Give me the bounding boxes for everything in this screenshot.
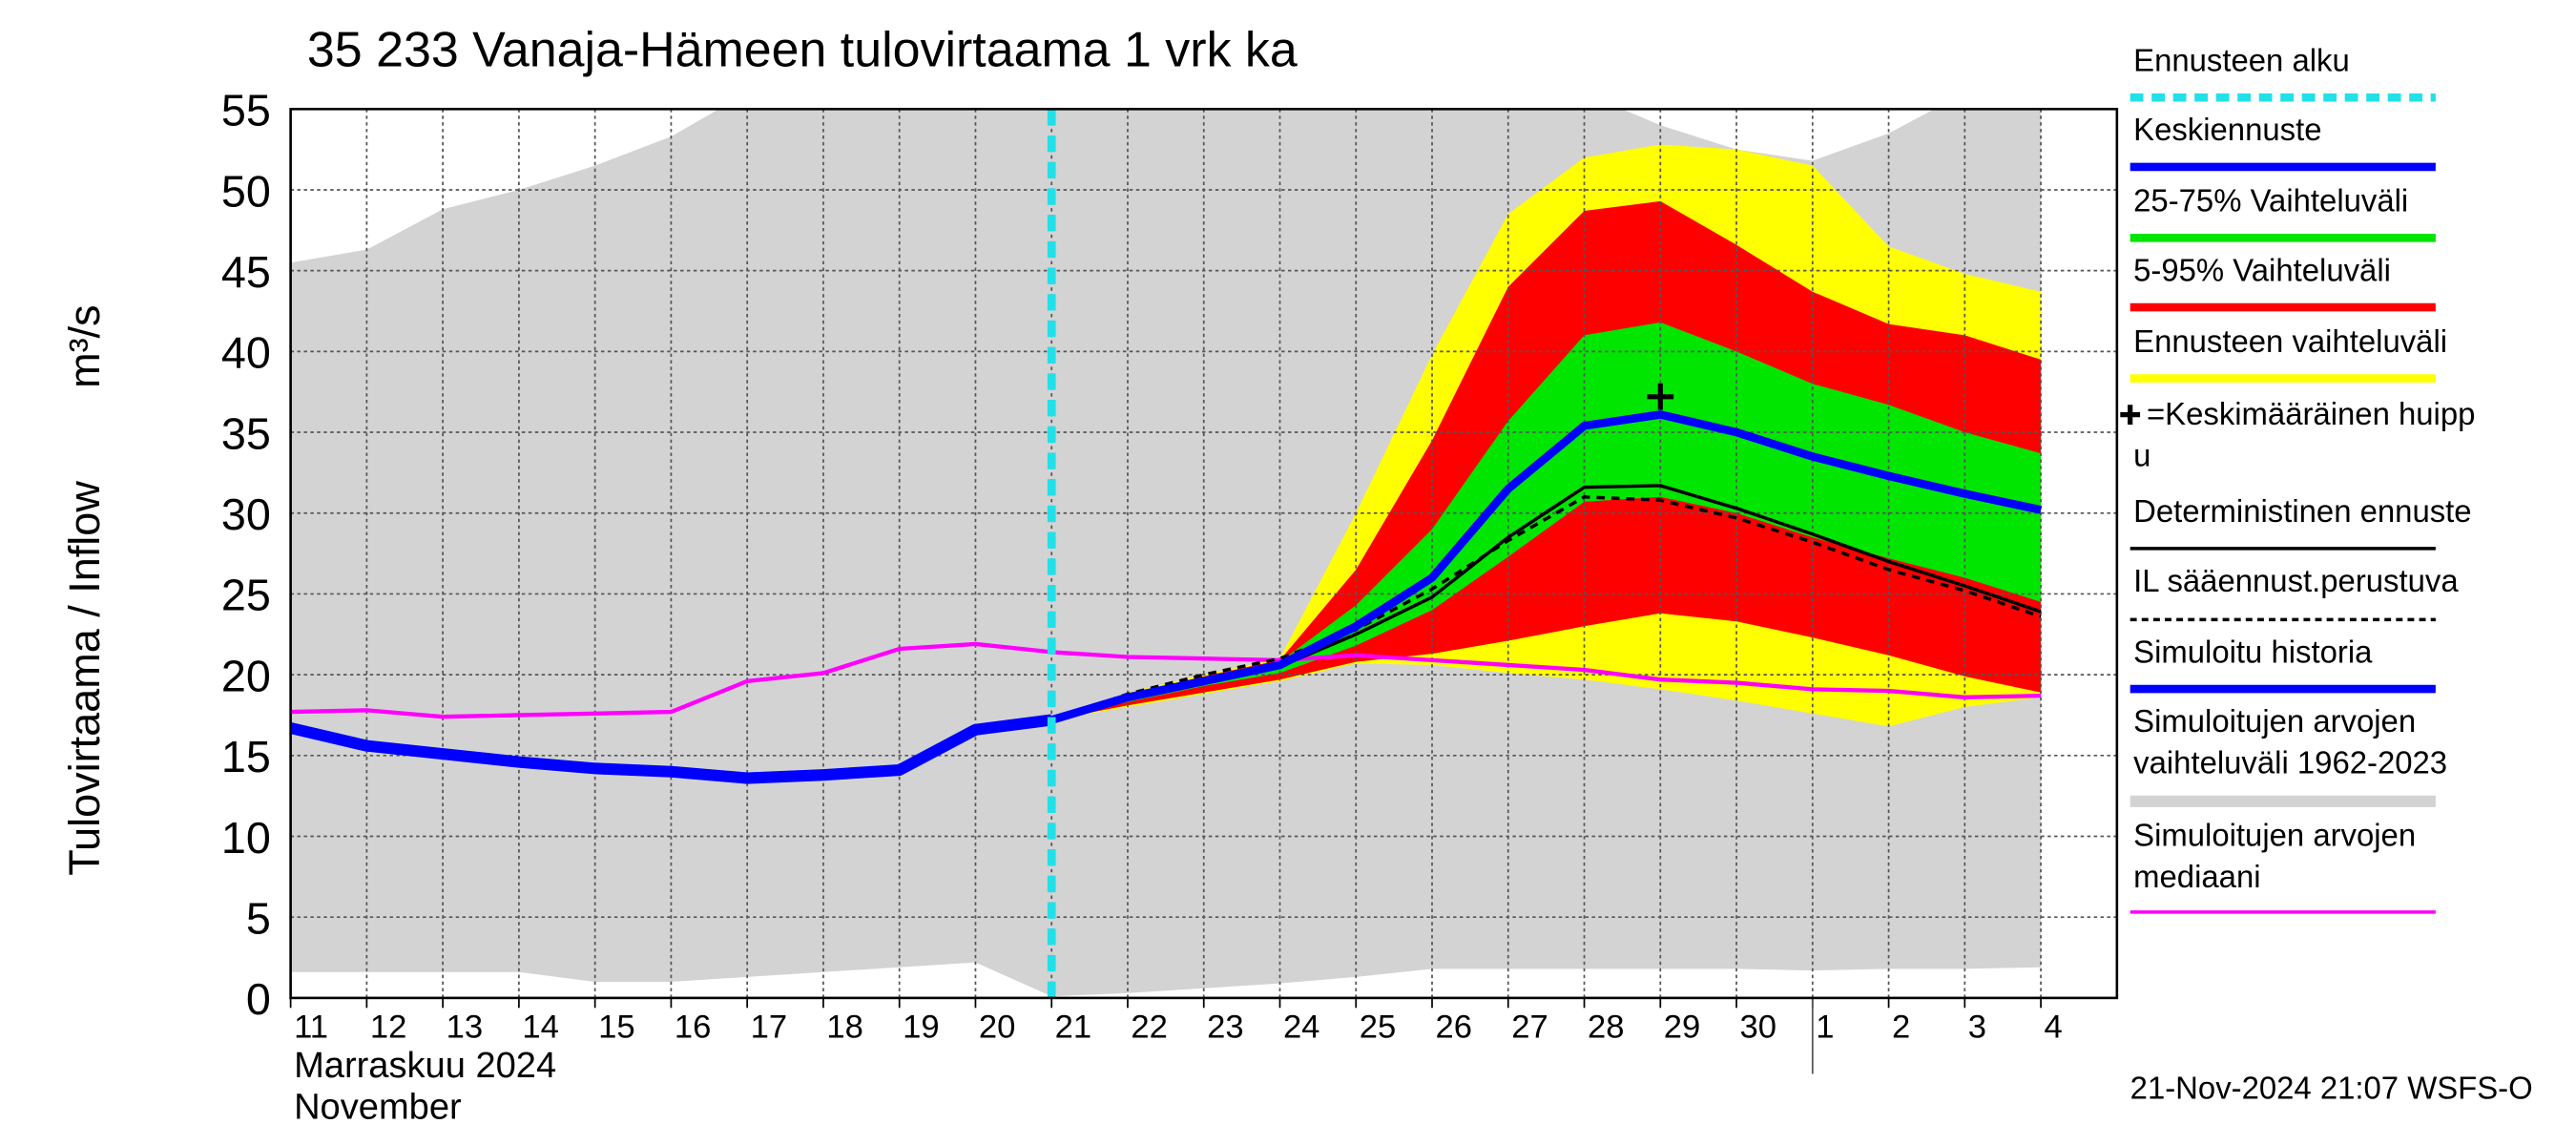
legend-label: Simuloitu historia — [2133, 634, 2373, 669]
y-tick-label: 55 — [221, 86, 271, 135]
x-tick-label: 12 — [370, 1009, 406, 1045]
legend-label: IL sääennust.perustuva — [2133, 563, 2459, 598]
y-tick-label: 35 — [221, 408, 271, 458]
legend-label: 25-75% Vaihteluväli — [2133, 183, 2408, 219]
x-tick-label: 1 — [1816, 1009, 1834, 1045]
series-line — [1049, 410, 2042, 724]
legend-label: Keskiennuste — [2133, 112, 2321, 147]
x-tick-label: 18 — [826, 1009, 862, 1045]
x-tick-label: 21 — [1055, 1009, 1091, 1045]
y-tick-label: 20 — [221, 651, 271, 700]
x-tick-label: 22 — [1131, 1009, 1167, 1045]
series-line — [289, 714, 1052, 784]
legend-label: Ennusteen vaihteluväli — [2133, 323, 2447, 359]
series-line — [1050, 495, 2042, 722]
x-tick-label: 15 — [598, 1009, 634, 1045]
legend-label: Simuloitujen arvojen — [2133, 818, 2416, 853]
x-tick-label: 29 — [1664, 1009, 1700, 1045]
month-label: Marraskuu 2024 — [294, 1046, 556, 1086]
chart-title: 35 233 Vanaja-Hämeen tulovirtaama 1 vrk … — [307, 22, 1298, 77]
x-tick-label: 13 — [447, 1009, 483, 1045]
y-tick-label: 5 — [246, 894, 271, 944]
legend-marker — [2120, 405, 2141, 426]
y-tick-label: 10 — [221, 813, 271, 863]
y-tick-label: 45 — [221, 247, 271, 297]
y-tick-label: 15 — [221, 732, 271, 781]
y-tick-label: 50 — [221, 166, 271, 216]
x-tick-label: 2 — [1892, 1009, 1910, 1045]
x-tick-label: 27 — [1511, 1009, 1548, 1045]
x-tick-label: 24 — [1283, 1009, 1319, 1045]
x-tick-label: 19 — [903, 1009, 939, 1045]
x-tick-label: 14 — [522, 1009, 558, 1045]
plot-frame — [289, 107, 2119, 1000]
month-label: November — [294, 1087, 462, 1127]
x-tick-label: 4 — [2045, 1009, 2063, 1045]
range-band — [1051, 322, 2042, 720]
legend-label: u — [2133, 437, 2150, 472]
legend-label: Ennusteen alku — [2133, 42, 2350, 77]
x-tick-label: 26 — [1435, 1009, 1471, 1045]
legend-label: Simuloitujen arvojen — [2133, 703, 2416, 739]
legend-label: Deterministinen ennuste — [2133, 493, 2471, 529]
x-tick-label: 23 — [1207, 1009, 1243, 1045]
footer: 21-Nov-2024 21:07 WSFS-O — [2130, 1071, 2533, 1106]
legend-label: 5-95% Vaihteluväli — [2133, 252, 2391, 287]
y-tick-label: 25 — [221, 571, 271, 620]
series-line — [290, 641, 2042, 719]
legend-label: mediaani — [2133, 859, 2260, 894]
x-tick-label: 30 — [1740, 1009, 1776, 1045]
x-tick-label: 3 — [1968, 1009, 1986, 1045]
x-tick-label: 16 — [675, 1009, 711, 1045]
x-tick-label: 20 — [979, 1009, 1015, 1045]
legend-label: =Keskimääräinen huipp — [2147, 396, 2475, 431]
y-axis-unit: m³/s — [60, 304, 109, 388]
y-axis-label: Tulovirtaama / Inflow — [60, 481, 109, 876]
legend-label: vaihteluväli 1962-2023 — [2133, 744, 2447, 780]
x-tick-label: 28 — [1588, 1009, 1624, 1045]
plot-area — [290, 109, 2042, 997]
x-tick-label: 11 — [294, 1009, 328, 1045]
y-tick-label: 0 — [246, 974, 271, 1024]
peak-marker — [1647, 383, 1674, 410]
x-tick-label: 25 — [1360, 1009, 1396, 1045]
y-tick-label: 40 — [221, 328, 271, 378]
y-tick-label: 30 — [221, 489, 271, 539]
x-tick-label: 17 — [751, 1009, 787, 1045]
